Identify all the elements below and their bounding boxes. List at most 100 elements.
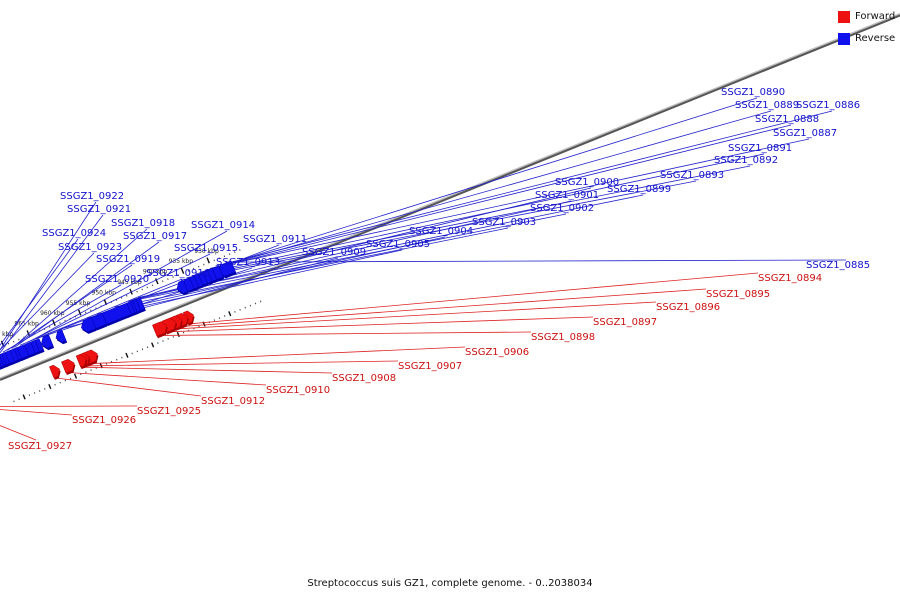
gene-label[interactable]: SSGZ1_0920 xyxy=(85,274,149,285)
gene-label[interactable]: SSGZ1_0902 xyxy=(530,203,594,214)
tick-label: 965 kbp xyxy=(14,321,39,328)
minor-tick xyxy=(48,326,51,328)
minor-tick xyxy=(254,302,257,305)
major-tick xyxy=(206,257,210,264)
gene-ssgz1_0905[interactable] xyxy=(81,317,97,334)
gene-label[interactable]: SSGZ1_0903 xyxy=(472,217,536,228)
minor-tick xyxy=(116,358,118,361)
minor-tick xyxy=(167,338,169,340)
leader-line xyxy=(0,238,79,346)
gene-label[interactable]: SSGZ1_0918 xyxy=(111,218,175,229)
minor-tick xyxy=(249,304,252,307)
gene-label[interactable]: SSGZ1_0911 xyxy=(243,234,307,245)
minor-tick xyxy=(177,274,179,276)
minor-tick xyxy=(172,335,175,338)
gene-label[interactable]: SSGZ1_0919 xyxy=(96,254,160,265)
gene-ssgz1_0885[interactable] xyxy=(218,260,237,279)
gene-label[interactable]: SSGZ1_0891 xyxy=(728,143,792,154)
reverse-swatch xyxy=(838,32,850,45)
gene-ssgz1_0911[interactable] xyxy=(40,334,55,351)
minor-tick xyxy=(54,383,56,386)
minor-tick xyxy=(110,360,113,363)
gene-label[interactable]: SSGZ1_0905 xyxy=(366,239,430,250)
gene-label[interactable]: SSGZ1_0894 xyxy=(758,273,822,284)
gene-label[interactable]: SSGZ1_0885 xyxy=(806,260,870,271)
gene-label[interactable]: SSGZ1_0922 xyxy=(60,191,124,202)
leader-line xyxy=(209,138,810,269)
gene-label[interactable]: SSGZ1_0890 xyxy=(721,87,785,98)
minor-tick xyxy=(64,379,67,382)
gene-label[interactable]: SSGZ1_0917 xyxy=(123,231,187,242)
label-leaders xyxy=(0,97,847,441)
leader-line xyxy=(0,252,95,351)
gene-label[interactable]: SSGZ1_0904 xyxy=(409,226,473,237)
leader-line xyxy=(205,124,792,271)
gene-label[interactable]: SSGZ1_0914 xyxy=(191,220,255,231)
gene-label[interactable]: SSGZ1_0898 xyxy=(531,332,595,343)
minor-tick xyxy=(141,348,144,351)
gene-label[interactable]: SSGZ1_0916 xyxy=(146,268,210,279)
gene-label[interactable]: SSGZ1_0889 xyxy=(735,100,799,111)
minor-tick xyxy=(59,381,61,384)
gene-label[interactable]: SSGZ1_0927 xyxy=(8,441,72,452)
gene-body xyxy=(0,356,5,368)
gene-label[interactable]: SSGZ1_0910 xyxy=(266,385,330,396)
backbone-line xyxy=(0,13,900,379)
gene-label[interactable]: SSGZ1_0923 xyxy=(58,242,122,253)
gene-label[interactable]: SSGZ1_0892 xyxy=(714,155,778,166)
minor-tick xyxy=(192,267,195,270)
leader-line xyxy=(86,360,399,367)
minor-tick xyxy=(146,346,149,349)
gene-ssgz1_0910[interactable] xyxy=(61,358,76,376)
gene-label[interactable]: SSGZ1_0915 xyxy=(174,243,238,254)
gene-label[interactable]: SSGZ1_0886 xyxy=(796,100,860,111)
leader-line xyxy=(0,425,37,441)
gene-label[interactable]: SSGZ1_0924 xyxy=(42,228,106,239)
gene-label[interactable]: SSGZ1_0899 xyxy=(607,184,671,195)
gene-label[interactable]: SSGZ1_0900 xyxy=(555,177,619,188)
gene-ssgz1_0898[interactable] xyxy=(152,321,168,339)
minor-tick xyxy=(198,325,200,328)
gene-label[interactable]: SSGZ1_0909 xyxy=(302,247,366,258)
gene-ssgz1_0908[interactable] xyxy=(75,354,88,370)
gene-label[interactable]: SSGZ1_0896 xyxy=(656,302,720,313)
gene-ssgz1_0909[interactable] xyxy=(55,329,68,345)
gene-label[interactable]: SSGZ1_0908 xyxy=(332,373,396,384)
minor-tick xyxy=(80,373,82,376)
gene-label[interactable]: SSGZ1_0912 xyxy=(201,396,265,407)
gene-label[interactable]: SSGZ1_0907 xyxy=(398,361,462,372)
gene-label[interactable]: SSGZ1_0925 xyxy=(137,406,201,417)
minor-tick xyxy=(213,259,215,262)
major-tick xyxy=(176,331,180,338)
gene-label[interactable]: SSGZ1_0887 xyxy=(773,128,837,139)
minor-tick xyxy=(18,338,20,341)
gene-label[interactable]: SSGZ1_0906 xyxy=(465,347,529,358)
minor-tick xyxy=(162,340,164,342)
gene-body xyxy=(75,354,87,368)
gene-ssgz1_0923[interactable] xyxy=(0,356,3,371)
gene-body xyxy=(61,358,75,374)
gene-label[interactable]: SSGZ1_0926 xyxy=(72,415,136,426)
gene-label[interactable]: SSGZ1_0901 xyxy=(535,190,599,201)
minor-tick xyxy=(172,276,174,278)
gene-label[interactable]: SSGZ1_0895 xyxy=(706,289,770,300)
leader-line xyxy=(114,227,509,308)
leader-line xyxy=(91,346,466,364)
leader-line xyxy=(0,214,104,354)
gene-label[interactable]: SSGZ1_0888 xyxy=(755,114,819,125)
gene-ssgz1_0893[interactable] xyxy=(176,279,189,296)
minor-tick xyxy=(84,311,87,314)
major-tick xyxy=(77,309,82,316)
gene-ssgz1_0912[interactable] xyxy=(49,364,61,380)
major-tick xyxy=(73,373,78,379)
major-tick xyxy=(151,342,155,348)
gene-label[interactable]: SSGZ1_0893 xyxy=(660,170,724,181)
gene-label[interactable]: SSGZ1_0921 xyxy=(67,204,131,215)
leader-line xyxy=(45,244,280,336)
minor-tick xyxy=(223,315,226,317)
gene-label[interactable]: SSGZ1_0913 xyxy=(216,257,280,268)
gene-label[interactable]: SSGZ1_0897 xyxy=(593,317,657,328)
minor-tick xyxy=(233,251,236,253)
